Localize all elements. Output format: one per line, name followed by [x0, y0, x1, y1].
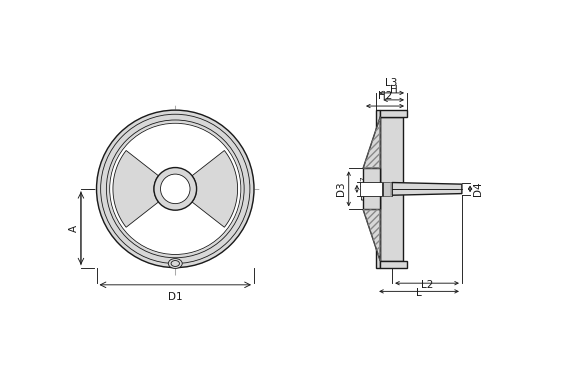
Circle shape [154, 168, 197, 210]
Text: D1: D1 [168, 292, 183, 302]
Ellipse shape [168, 258, 182, 269]
Text: L1: L1 [374, 226, 386, 236]
Bar [380, 110, 407, 117]
Polygon shape [113, 150, 158, 227]
Text: A: A [69, 225, 79, 232]
Text: H2: H2 [378, 91, 392, 101]
Text: L3: L3 [385, 78, 398, 88]
Text: D3: D3 [336, 181, 346, 196]
Text: H: H [390, 85, 398, 95]
Circle shape [97, 110, 254, 268]
Bar [380, 261, 407, 268]
Bar [360, 182, 382, 196]
Polygon shape [192, 150, 237, 227]
Polygon shape [363, 209, 380, 261]
Circle shape [161, 174, 190, 203]
Text: D4: D4 [473, 181, 483, 196]
Bar [376, 110, 380, 268]
Polygon shape [363, 117, 380, 168]
Bar [383, 182, 392, 196]
Text: L2: L2 [421, 280, 433, 290]
Polygon shape [392, 183, 462, 195]
Text: $D2^{H7}$: $D2^{H7}$ [359, 176, 373, 202]
Bar [380, 117, 403, 261]
Text: L: L [416, 288, 422, 298]
Bar [363, 168, 380, 209]
Circle shape [109, 123, 241, 254]
